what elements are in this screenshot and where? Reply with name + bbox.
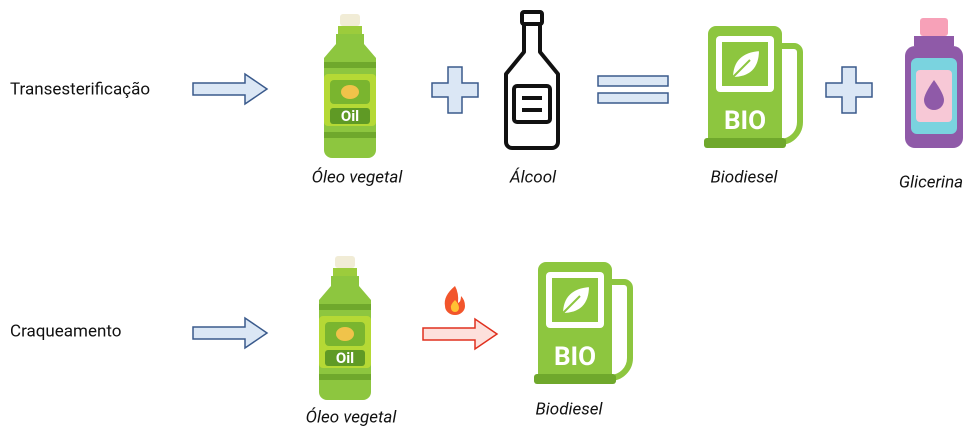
row-label: Craqueamento (10, 321, 121, 341)
item-label: Álcool (509, 167, 557, 187)
alcohol-icon (504, 10, 560, 150)
item-label: Glicerina (899, 172, 963, 192)
oil-text: Oil (341, 107, 359, 125)
oil-icon (319, 256, 371, 400)
glycerin-icon (905, 18, 963, 148)
fire-icon (444, 286, 465, 315)
row-label: Transesterificação (10, 79, 150, 99)
plus (825, 66, 873, 114)
equals (597, 75, 669, 104)
arrow (192, 73, 268, 105)
item-label: Biodiesel (711, 167, 779, 187)
oil-icon (324, 14, 376, 158)
heat-arrow (422, 318, 498, 350)
item-label: Óleo vegetal (312, 167, 404, 187)
plus (431, 66, 479, 114)
bio-text: BIO (724, 106, 766, 136)
bio-text: BIO (554, 342, 596, 372)
oil-text: Oil (336, 349, 354, 367)
item-label: Óleo vegetal (306, 407, 398, 427)
item-label: Biodiesel (536, 399, 604, 419)
arrow (192, 317, 268, 349)
